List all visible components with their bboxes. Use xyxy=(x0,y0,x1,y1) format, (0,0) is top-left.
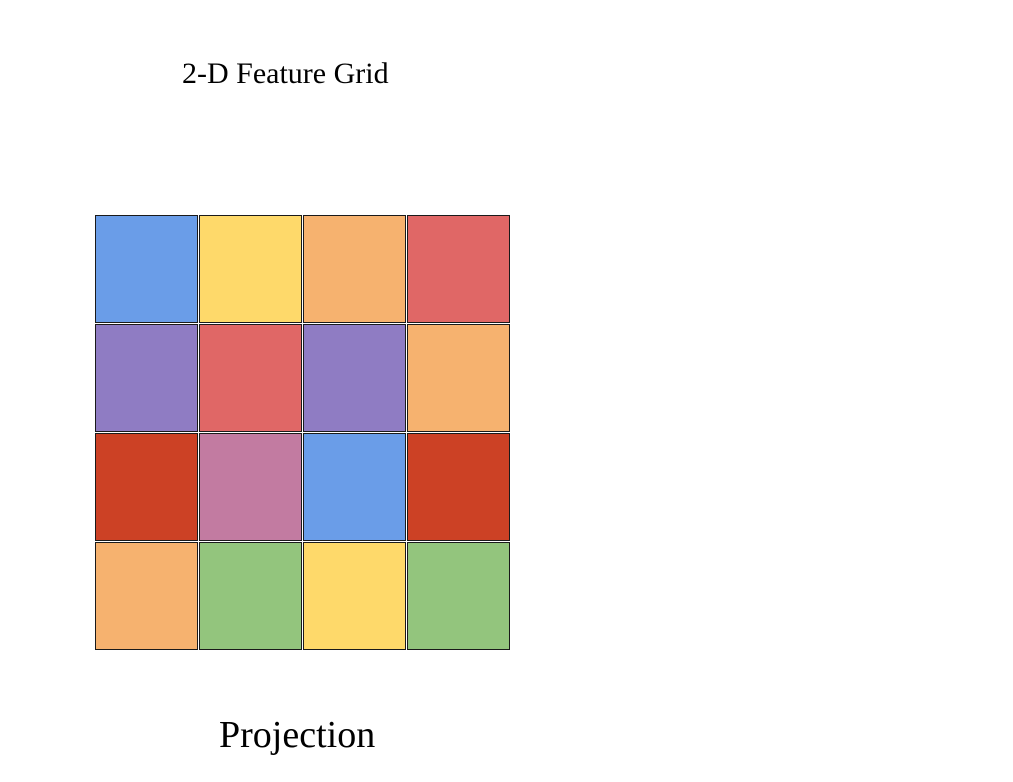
grid-cell-r1-c2 xyxy=(199,215,302,323)
grid-cell-r3-c4 xyxy=(407,433,510,541)
projection-caption: Projection xyxy=(219,714,376,756)
grid-cell-r4-c1 xyxy=(95,542,198,650)
grid-cell-r4-c4 xyxy=(407,542,510,650)
grid-cell-r2-c4 xyxy=(407,324,510,432)
grid-cell-r3-c3 xyxy=(303,433,406,541)
grid-cell-r2-c3 xyxy=(303,324,406,432)
grid-cell-r1-c1 xyxy=(95,215,198,323)
grid-cell-r2-c2 xyxy=(199,324,302,432)
grid-cell-r4-c3 xyxy=(303,542,406,650)
feature-grid xyxy=(95,215,511,652)
grid-cell-r4-c2 xyxy=(199,542,302,650)
grid-title: 2-D Feature Grid xyxy=(182,57,389,90)
grid-cell-r3-c2 xyxy=(199,433,302,541)
grid-cell-r1-c4 xyxy=(407,215,510,323)
grid-cell-r3-c1 xyxy=(95,433,198,541)
grid-cell-r1-c3 xyxy=(303,215,406,323)
grid-cell-r2-c1 xyxy=(95,324,198,432)
